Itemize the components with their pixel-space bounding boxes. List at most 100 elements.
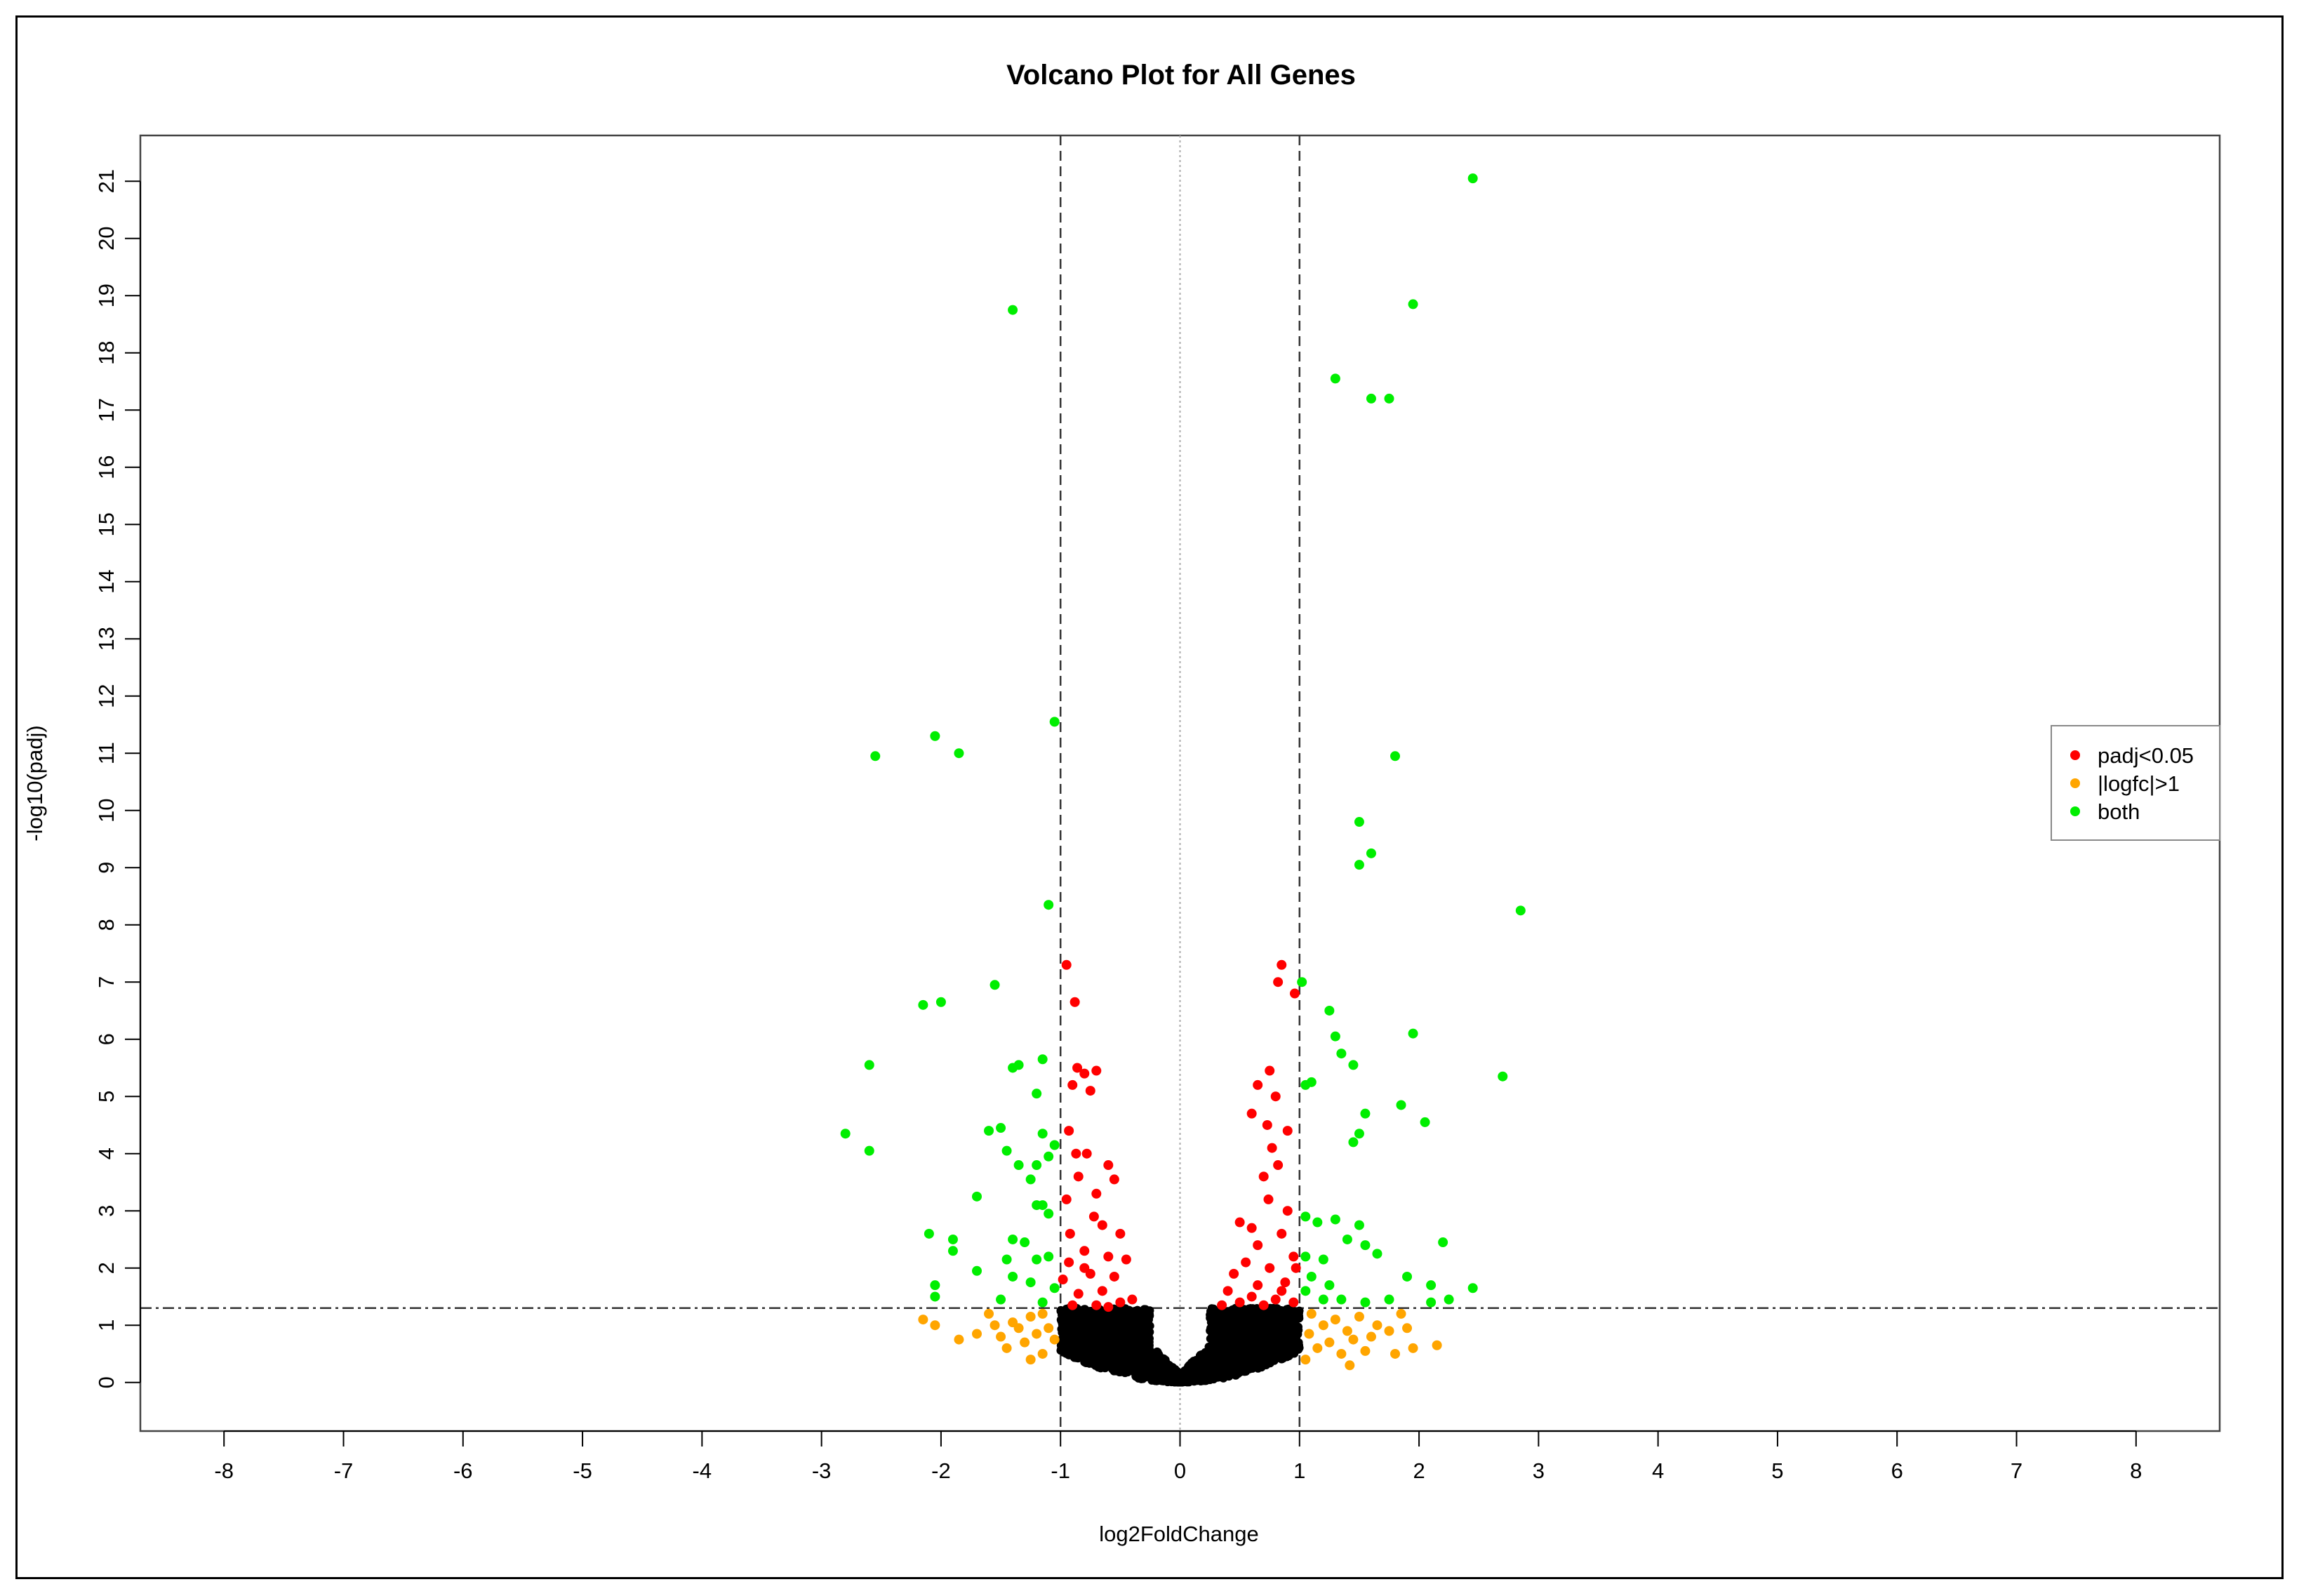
point-not-significant	[1086, 1312, 1095, 1321]
point-not-significant	[1062, 1331, 1071, 1341]
point-padj	[1097, 1220, 1107, 1230]
point-not-significant	[1197, 1359, 1206, 1368]
point-not-significant	[1222, 1371, 1232, 1381]
point-both	[1300, 1211, 1311, 1222]
point-padj	[1282, 1126, 1293, 1136]
point-not-significant	[1102, 1331, 1112, 1340]
point-both	[1049, 1283, 1060, 1294]
point-not-significant	[1233, 1327, 1242, 1336]
point-both	[1008, 1063, 1018, 1073]
point-both	[1032, 1160, 1042, 1171]
legend-marker	[2070, 778, 2080, 788]
point-not-significant	[1234, 1368, 1243, 1377]
point-not-significant	[1204, 1362, 1213, 1371]
point-not-significant	[1244, 1360, 1253, 1369]
point-not-significant	[1107, 1363, 1116, 1372]
point-padj	[1270, 1091, 1281, 1102]
x-tick-label: -2	[931, 1458, 951, 1483]
point-padj	[1061, 959, 1072, 970]
point-padj	[1091, 1188, 1102, 1199]
point-both	[972, 1191, 982, 1202]
point-padj	[1253, 1240, 1263, 1251]
point-padj	[1289, 988, 1300, 999]
point-both	[1354, 1220, 1364, 1230]
point-both	[1001, 1254, 1012, 1265]
point-not-significant	[1268, 1348, 1277, 1357]
point-logfc	[989, 1320, 1000, 1331]
point-both	[972, 1265, 982, 1276]
point-both	[1037, 1200, 1048, 1211]
point-padj	[1246, 1108, 1257, 1119]
point-padj	[1273, 1160, 1284, 1171]
point-padj	[1234, 1217, 1245, 1228]
point-not-significant	[1129, 1318, 1138, 1327]
point-logfc	[1037, 1348, 1048, 1359]
point-both	[1025, 1277, 1036, 1288]
point-padj	[1217, 1300, 1227, 1310]
x-tick-label: 1	[1293, 1458, 1305, 1483]
point-padj	[1103, 1160, 1114, 1171]
point-not-significant	[1262, 1331, 1271, 1340]
point-both	[1444, 1294, 1454, 1305]
point-both	[1360, 1108, 1371, 1119]
point-padj	[1277, 959, 1287, 970]
point-not-significant	[1109, 1335, 1118, 1344]
y-tick-label: 2	[94, 1262, 119, 1274]
y-axis-label: -log10(padj)	[22, 725, 47, 841]
point-padj	[1079, 1246, 1090, 1256]
point-not-significant	[1239, 1337, 1248, 1346]
point-logfc	[1330, 1315, 1340, 1325]
point-not-significant	[1206, 1318, 1215, 1327]
y-tick-label: 21	[94, 169, 119, 193]
point-not-significant	[1213, 1352, 1222, 1361]
y-tick-label: 15	[94, 512, 119, 536]
point-padj	[1115, 1297, 1126, 1308]
point-logfc	[1366, 1331, 1376, 1342]
point-padj	[1061, 1194, 1072, 1204]
y-tick-label: 11	[94, 742, 119, 764]
point-not-significant	[1285, 1326, 1294, 1336]
point-both	[1426, 1297, 1437, 1308]
point-both	[1330, 373, 1340, 384]
y-tick-label: 6	[94, 1033, 119, 1045]
point-both	[1032, 1089, 1042, 1099]
point-not-significant	[1220, 1363, 1229, 1372]
point-logfc	[1044, 1323, 1054, 1334]
y-tick-label: 18	[94, 340, 119, 364]
point-padj	[1277, 1228, 1287, 1239]
point-not-significant	[1124, 1344, 1133, 1353]
point-not-significant	[1250, 1316, 1259, 1325]
y-tick-label: 0	[94, 1376, 119, 1388]
x-tick-label: -1	[1051, 1458, 1070, 1483]
point-not-significant	[1252, 1324, 1261, 1333]
y-tick-label: 10	[94, 798, 119, 822]
point-both	[930, 731, 940, 741]
point-padj	[1115, 1228, 1126, 1239]
point-logfc	[1304, 1329, 1314, 1339]
point-logfc	[1049, 1334, 1060, 1345]
point-not-significant	[1057, 1344, 1066, 1353]
point-both	[1354, 1129, 1364, 1139]
point-both	[1297, 977, 1307, 987]
point-both	[935, 997, 946, 1007]
point-not-significant	[1246, 1343, 1255, 1352]
point-both	[984, 1126, 994, 1136]
point-logfc	[1384, 1326, 1394, 1336]
point-both	[1438, 1237, 1448, 1248]
point-both	[1312, 1217, 1323, 1228]
point-not-significant	[1072, 1331, 1081, 1340]
point-logfc	[1354, 1311, 1364, 1322]
point-both	[1037, 1054, 1048, 1065]
point-logfc	[1348, 1334, 1359, 1345]
point-not-significant	[1201, 1374, 1211, 1383]
point-padj	[1073, 1171, 1084, 1182]
point-both	[1342, 1234, 1352, 1244]
point-padj	[1091, 1065, 1102, 1076]
reference-lines	[140, 135, 2220, 1431]
point-logfc	[972, 1329, 982, 1339]
point-logfc	[1312, 1343, 1323, 1353]
point-padj	[1072, 1063, 1083, 1073]
point-both	[864, 1060, 874, 1070]
point-not-significant	[1065, 1339, 1074, 1348]
